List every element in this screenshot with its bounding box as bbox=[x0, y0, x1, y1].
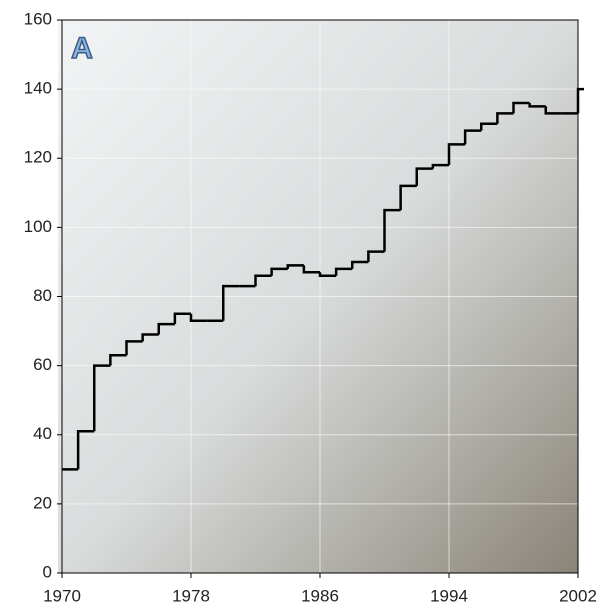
step-line bbox=[576, 87, 584, 114]
y-tick-label: 140 bbox=[24, 79, 52, 98]
y-tick-label: 60 bbox=[33, 355, 52, 374]
step-line bbox=[222, 284, 240, 321]
step-line bbox=[528, 102, 546, 108]
step-line bbox=[415, 167, 433, 186]
y-tick-label: 40 bbox=[33, 424, 52, 443]
step-line bbox=[318, 272, 337, 278]
step-line bbox=[109, 354, 127, 366]
y-tick-label: 20 bbox=[33, 493, 52, 512]
step-line bbox=[399, 184, 417, 211]
panel-label: A bbox=[71, 32, 93, 65]
step-line bbox=[254, 274, 272, 287]
y-tick-label: 80 bbox=[33, 286, 52, 305]
y-tick-label: 0 bbox=[43, 562, 52, 581]
step-line bbox=[496, 112, 514, 124]
step-line bbox=[334, 267, 353, 276]
step-line bbox=[431, 163, 449, 169]
step-line bbox=[157, 322, 175, 335]
step-line bbox=[383, 208, 401, 252]
x-tick-label: 1970 bbox=[43, 586, 81, 605]
step-line bbox=[141, 333, 159, 342]
step-line bbox=[447, 143, 466, 166]
step-line bbox=[463, 129, 482, 145]
step-line bbox=[76, 430, 95, 470]
step-line bbox=[512, 101, 530, 114]
x-tick-label: 1994 bbox=[430, 586, 468, 605]
x-tick-label: 1978 bbox=[172, 586, 210, 605]
step-line bbox=[544, 106, 562, 115]
y-tick-label: 120 bbox=[24, 148, 52, 167]
step-line bbox=[286, 264, 304, 269]
step-line bbox=[125, 340, 143, 356]
plot-frame bbox=[61, 19, 579, 574]
x-tick-label: 1986 bbox=[301, 586, 339, 605]
step-line bbox=[480, 122, 498, 131]
step-line bbox=[173, 312, 191, 325]
y-tick-label: 160 bbox=[24, 9, 52, 28]
step-line bbox=[93, 364, 111, 432]
step-line bbox=[189, 313, 208, 322]
step-line bbox=[270, 267, 288, 276]
step-line bbox=[367, 250, 385, 262]
step-line bbox=[302, 265, 320, 274]
y-tick-label: 100 bbox=[24, 217, 52, 236]
x-tick-label: 2002 bbox=[559, 586, 597, 605]
step-line bbox=[351, 260, 369, 269]
